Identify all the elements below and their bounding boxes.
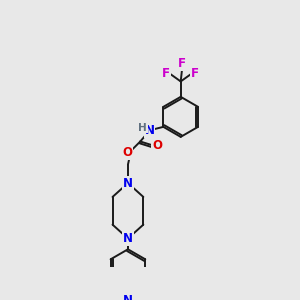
Text: N: N bbox=[123, 294, 133, 300]
Text: F: F bbox=[191, 67, 199, 80]
Text: O: O bbox=[152, 139, 162, 152]
Text: F: F bbox=[162, 67, 170, 80]
Text: O: O bbox=[122, 146, 132, 159]
Text: H: H bbox=[138, 123, 147, 133]
Text: −: − bbox=[98, 296, 109, 300]
Text: F: F bbox=[178, 57, 186, 70]
Text: N: N bbox=[145, 124, 154, 137]
Text: N: N bbox=[123, 177, 133, 190]
Text: N: N bbox=[123, 232, 133, 245]
